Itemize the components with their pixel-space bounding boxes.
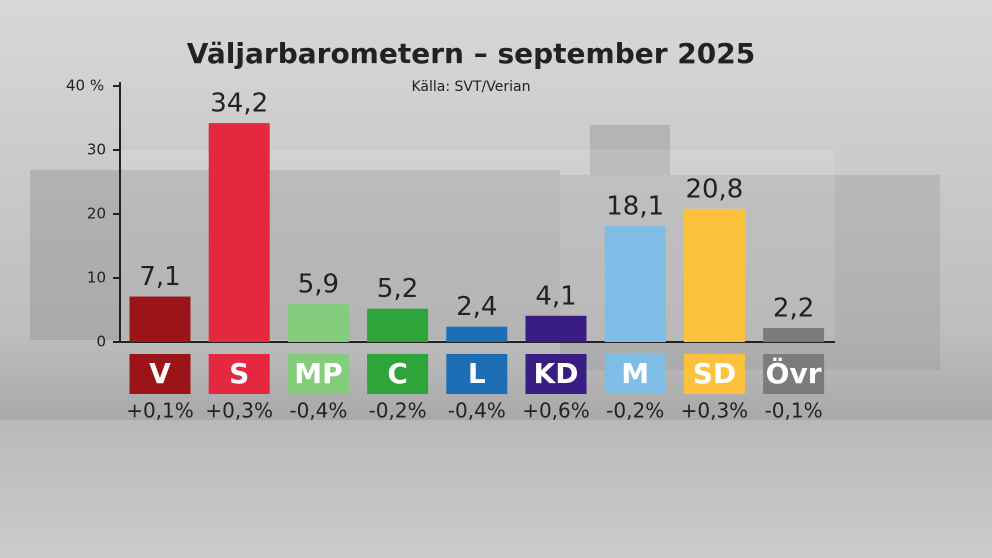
x-tick-label: L bbox=[468, 357, 486, 390]
building-silhouette bbox=[0, 125, 992, 558]
x-tick-label: MP bbox=[294, 357, 342, 390]
change-label: +0,3% bbox=[205, 399, 273, 423]
bar bbox=[208, 123, 270, 343]
change-label: +0,6% bbox=[522, 399, 590, 423]
value-label: 2,4 bbox=[456, 292, 497, 322]
category-box bbox=[367, 354, 429, 394]
chart-subtitle: Källa: SVT/Verian bbox=[412, 79, 531, 95]
x-tick-label: C bbox=[387, 357, 408, 390]
value-label: 4,1 bbox=[535, 281, 576, 311]
category-box bbox=[604, 354, 666, 394]
bar bbox=[367, 308, 429, 342]
value-label: 5,9 bbox=[298, 270, 339, 300]
category-box bbox=[525, 354, 587, 394]
value-label: 20,8 bbox=[685, 174, 743, 204]
x-tick-label: S bbox=[229, 357, 249, 390]
x-tick-label: V bbox=[149, 357, 171, 390]
bar bbox=[287, 304, 349, 342]
bar bbox=[129, 296, 191, 342]
change-label: -0,2% bbox=[369, 399, 427, 423]
category-box bbox=[208, 354, 270, 394]
y-tick-label: 10 bbox=[87, 269, 106, 287]
y-tick-label: 0 bbox=[96, 333, 106, 351]
y-tick-label: 20 bbox=[87, 205, 106, 223]
bar bbox=[525, 315, 587, 342]
category-box bbox=[287, 354, 349, 394]
y-tick-label: 30 bbox=[87, 141, 106, 159]
change-label: +0,1% bbox=[126, 399, 194, 423]
change-label: -0,4% bbox=[448, 399, 506, 423]
bar bbox=[763, 327, 825, 342]
x-tick-label: SD bbox=[693, 357, 736, 390]
value-label: 7,1 bbox=[139, 262, 180, 292]
bar bbox=[683, 208, 745, 342]
y-tick-label: 40 % bbox=[66, 77, 104, 95]
change-label: -0,2% bbox=[606, 399, 664, 423]
category-box bbox=[446, 354, 508, 394]
value-label: 2,2 bbox=[773, 293, 814, 323]
bar bbox=[446, 326, 508, 342]
bar bbox=[604, 226, 666, 342]
value-label: 18,1 bbox=[606, 192, 664, 222]
category-box bbox=[763, 354, 825, 394]
category-box bbox=[129, 354, 191, 394]
category-box bbox=[683, 354, 745, 394]
value-label: 34,2 bbox=[210, 89, 268, 119]
change-label: -0,1% bbox=[765, 399, 823, 423]
change-label: -0,4% bbox=[289, 399, 347, 423]
change-label: +0,3% bbox=[681, 399, 749, 423]
x-tick-label: M bbox=[621, 357, 649, 390]
chart-title: Väljarbarometern – september 2025 bbox=[187, 37, 755, 70]
value-label: 5,2 bbox=[377, 274, 418, 304]
x-tick-label: KD bbox=[534, 357, 579, 390]
x-tick-label: Övr bbox=[766, 356, 822, 390]
